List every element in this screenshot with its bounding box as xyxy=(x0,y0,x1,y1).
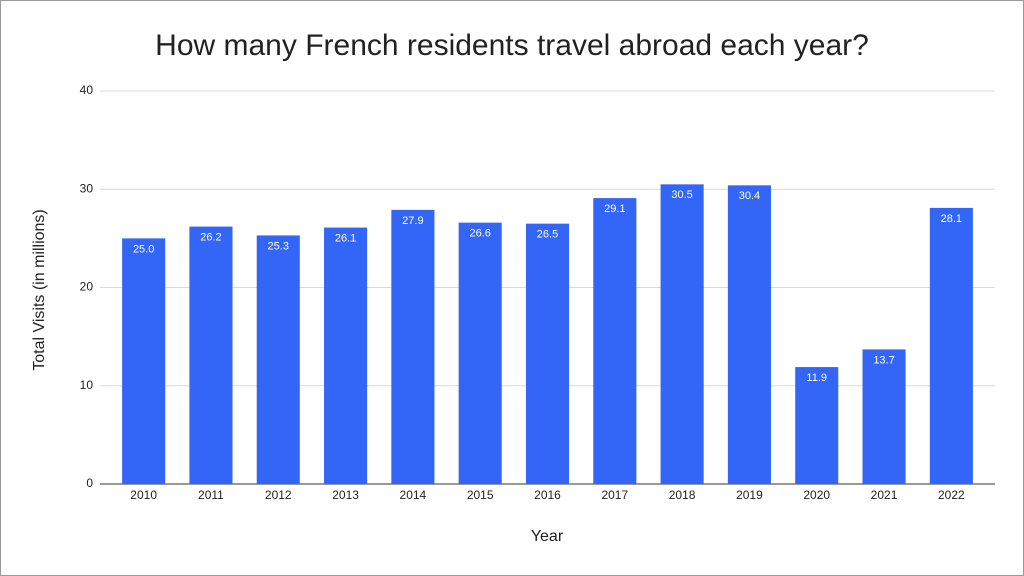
value-label: 26.1 xyxy=(335,232,356,244)
value-label: 13.7 xyxy=(873,354,894,366)
bar xyxy=(256,235,300,484)
y-tick-label: 20 xyxy=(80,280,94,294)
bar xyxy=(593,198,637,484)
x-tick-label: 2021 xyxy=(871,488,898,502)
x-tick-label: 2015 xyxy=(467,488,494,502)
x-tick-label: 2011 xyxy=(198,488,224,502)
value-label: 29.1 xyxy=(604,203,625,215)
value-label: 27.9 xyxy=(402,215,423,227)
bar xyxy=(189,226,233,484)
x-tick-label: 2017 xyxy=(601,488,628,502)
value-label: 25.0 xyxy=(133,243,154,255)
bar xyxy=(795,367,839,484)
value-label: 28.1 xyxy=(941,213,962,225)
value-label: 30.4 xyxy=(739,190,760,202)
value-label: 30.5 xyxy=(671,189,692,201)
x-axis-label: Year xyxy=(531,528,564,545)
bar xyxy=(122,238,166,484)
x-tick-label: 2020 xyxy=(803,488,830,502)
y-tick-label: 40 xyxy=(80,83,94,97)
x-tick-label: 2016 xyxy=(534,488,561,502)
value-label: 11.9 xyxy=(806,372,827,384)
x-tick-label: 2014 xyxy=(400,488,427,502)
bar xyxy=(660,184,704,484)
x-tick-label: 2012 xyxy=(265,488,292,502)
bar xyxy=(929,207,973,485)
value-label: 26.2 xyxy=(200,231,221,243)
x-tick-label: 2019 xyxy=(736,488,763,502)
value-label: 26.6 xyxy=(469,228,490,240)
x-tick-label: 2022 xyxy=(938,488,965,502)
y-tick-label: 0 xyxy=(86,476,93,490)
bar xyxy=(324,227,368,484)
y-axis-label: Total Visits (in millions) xyxy=(31,209,48,371)
x-tick-label: 2010 xyxy=(130,488,157,502)
value-label: 26.5 xyxy=(537,229,558,241)
bar xyxy=(862,349,906,484)
y-tick-label: 10 xyxy=(80,378,94,392)
value-label: 25.3 xyxy=(268,240,289,252)
bar xyxy=(727,185,771,484)
bar xyxy=(525,223,570,484)
bar xyxy=(391,209,435,484)
chart-title: How many French residents travel abroad … xyxy=(155,29,869,62)
x-tick-label: 2013 xyxy=(332,488,359,502)
bar xyxy=(458,222,502,484)
x-tick-label: 2018 xyxy=(669,488,696,502)
y-tick-label: 30 xyxy=(80,181,94,195)
